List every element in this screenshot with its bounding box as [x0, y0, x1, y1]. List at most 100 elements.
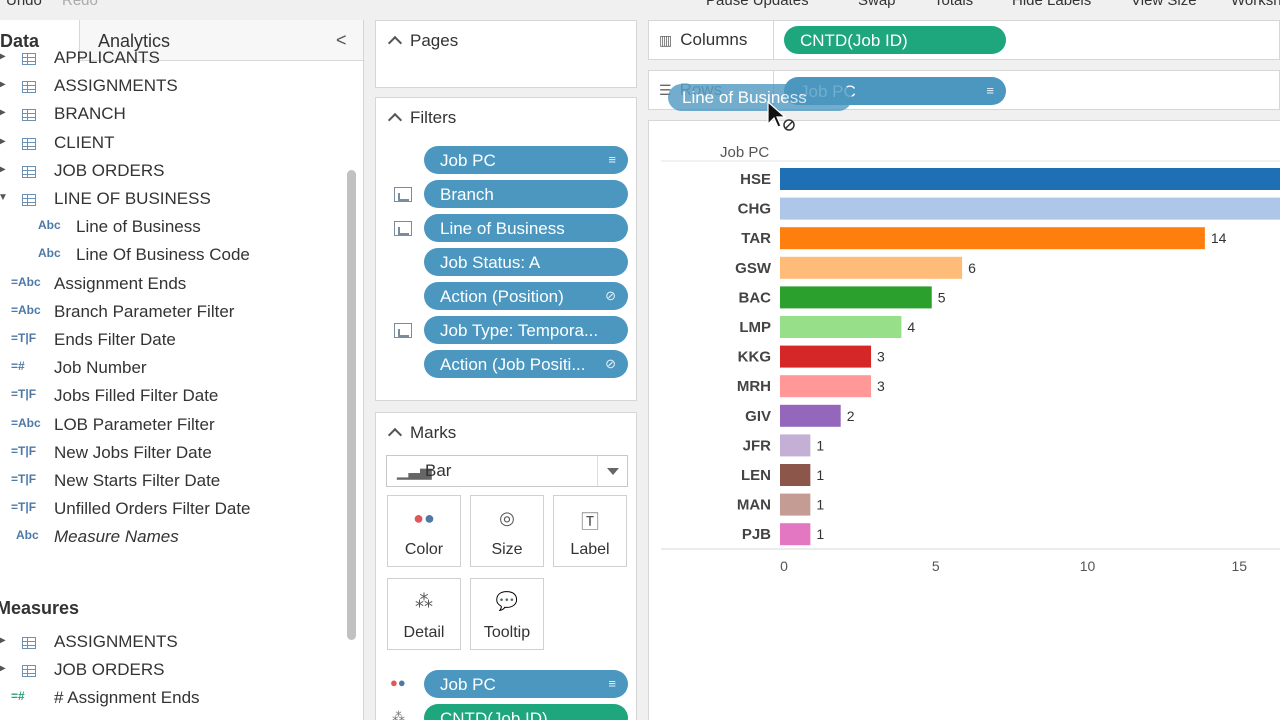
bar-pjb: [780, 523, 811, 546]
data-label: 3: [877, 349, 885, 365]
context-filter-icon: [394, 323, 412, 338]
color-button[interactable]: ●● Color: [387, 495, 461, 567]
collapsed-arrow-icon[interactable]: ▶: [0, 79, 6, 90]
bar-tar: [780, 227, 1205, 250]
collapsed-arrow-icon[interactable]: ▶: [0, 107, 6, 118]
field-row[interactable]: ▶ ASSIGNMENTS: [0, 629, 342, 655]
field-row[interactable]: Abc Measure Names: [0, 524, 342, 550]
field-label: New Jobs Filter Date: [54, 442, 212, 462]
marks-pill-job-pc[interactable]: Job PC ≡: [424, 670, 628, 698]
size-button[interactable]: ◎ Size: [470, 495, 544, 567]
pages-title[interactable]: Pages: [387, 31, 458, 51]
collapsed-arrow-icon[interactable]: ▶: [0, 164, 6, 175]
field-label: JOB ORDERS: [54, 160, 165, 180]
field-row[interactable]: =# # Assignment Ends: [0, 685, 342, 711]
label-button[interactable]: 🅃 Label: [553, 495, 627, 567]
field-row[interactable]: ▶ JOB ORDERS: [0, 657, 342, 683]
field-row[interactable]: =T|F Jobs Filled Filter Date: [0, 383, 342, 409]
mark-type-dropdown[interactable]: ▁▃▅ Bar: [386, 455, 628, 487]
table-icon: [22, 665, 36, 678]
field-label: Ends Filter Date: [54, 330, 176, 349]
field-row[interactable]: ▶ CLIENT: [0, 130, 342, 156]
data-label: 1: [816, 467, 824, 483]
filter-pill-branch[interactable]: Branch: [424, 180, 628, 208]
collapsed-arrow-icon[interactable]: ▶: [0, 635, 6, 646]
filter-pill-action-job-position[interactable]: Action (Job Positi... ⊘: [424, 350, 628, 378]
field-row[interactable]: =Abc Branch Parameter Filter: [0, 299, 342, 325]
undo-button[interactable]: Undo: [6, 0, 42, 9]
field-row[interactable]: ▼ LINE OF BUSINESS: [0, 186, 342, 212]
swap-button[interactable]: Swap: [858, 0, 896, 9]
filter-pill-job-status[interactable]: Job Status: A: [424, 248, 628, 276]
filter-pill-job-pc[interactable]: Job PC ≡: [424, 146, 628, 174]
toolbar: Undo Redo Pause Updates Swap Totals Hide…: [0, 0, 1280, 12]
detail-encoding-icon: ⁂: [392, 709, 405, 720]
filters-title[interactable]: Filters: [387, 108, 456, 128]
columns-shelf[interactable]: ▥ Columns CNTD(Job ID): [648, 20, 1280, 60]
field-row[interactable]: =# Job Number: [0, 355, 342, 381]
field-label: Assignment Ends: [54, 273, 187, 293]
columns-pill-cntd-job-id[interactable]: CNTD(Job ID): [784, 26, 1006, 54]
worksheet-menu[interactable]: Worksh: [1231, 0, 1280, 9]
field-type-icon: =#: [11, 689, 25, 704]
pane-tabs: Data Analytics <: [0, 20, 363, 61]
measures-header: Measures: [0, 598, 80, 618]
collapse-pane-icon[interactable]: <: [336, 30, 347, 50]
category-label: GSW: [735, 260, 772, 277]
collapsed-arrow-icon[interactable]: ▶: [0, 136, 6, 147]
category-label: BAC: [739, 289, 772, 306]
field-label: Line Of Business Code: [76, 245, 250, 265]
x-tick-label: 5: [932, 558, 940, 574]
marks-label: Marks: [410, 423, 457, 442]
color-encoding-icon: ●●: [390, 675, 406, 690]
field-label: LOB Parameter Filter: [54, 414, 215, 434]
dropdown-arrow-icon[interactable]: [597, 456, 627, 486]
field-row[interactable]: =Abc Assignment Ends: [0, 271, 342, 297]
tab-analytics[interactable]: Analytics: [98, 31, 171, 51]
field-row[interactable]: ▶ ASSIGNMENTS: [0, 73, 342, 99]
scrollbar[interactable]: [347, 170, 356, 640]
expanded-arrow-icon[interactable]: ▼: [0, 192, 8, 203]
filter-pill-line-of-business[interactable]: Line of Business: [424, 214, 628, 242]
detail-button[interactable]: ⁂ Detail: [387, 578, 461, 650]
filter-pill-job-type[interactable]: Job Type: Tempora...: [424, 316, 628, 344]
marks-title[interactable]: Marks: [387, 423, 457, 443]
tab-data[interactable]: Data: [0, 20, 80, 61]
field-label: CLIENT: [54, 132, 115, 152]
bar-gsw: [780, 256, 963, 279]
field-row[interactable]: =T|F Ends Filter Date: [0, 327, 342, 353]
pause-updates-button[interactable]: Pause Updates: [706, 0, 809, 9]
field-label: Job Number: [54, 358, 147, 378]
table-icon: [22, 165, 36, 178]
collapse-chevron-icon: [387, 35, 403, 51]
tooltip-button[interactable]: 💬 Tooltip: [470, 578, 544, 650]
field-row[interactable]: =T|F New Starts Filter Date: [0, 468, 342, 494]
field-row[interactable]: ▶ BRANCH: [0, 101, 342, 127]
view-size-button[interactable]: View Size: [1131, 0, 1197, 9]
context-filter-icon: [394, 221, 412, 236]
field-label: Line of Business: [76, 217, 201, 237]
field-row[interactable]: Abc Line of Business: [0, 214, 342, 240]
collapsed-arrow-icon[interactable]: ▶: [0, 663, 6, 674]
tooltip-icon: 💬: [495, 591, 519, 611]
bar-chart: Job PCHSECHG30TAR14GSW6BAC5LMP4KKG3MRH3G…: [661, 144, 1280, 574]
field-row[interactable]: =T|F Unfilled Orders Filter Date: [0, 496, 342, 522]
field-row[interactable]: Abc Line Of Business Code: [0, 242, 342, 268]
view-area: Job PCHSECHG30TAR14GSW6BAC5LMP4KKG3MRH3G…: [648, 120, 1280, 720]
filter-pill-action-position[interactable]: Action (Position) ⊘: [424, 282, 628, 310]
field-row[interactable]: =Abc LOB Parameter Filter: [0, 412, 342, 438]
totals-button[interactable]: Totals: [934, 0, 974, 9]
dragging-pill-line-of-business[interactable]: Line of Business: [668, 84, 852, 111]
table-icon: [22, 637, 36, 649]
row-header-label: Job PC: [720, 144, 769, 161]
redo-button[interactable]: Redo: [62, 0, 98, 9]
category-label: HSE: [740, 171, 771, 188]
field-row[interactable]: =T|F New Jobs Filter Date: [0, 440, 342, 466]
hide-labels-button[interactable]: Hide Labels: [1012, 0, 1092, 9]
collapsed-arrow-icon[interactable]: ▶: [0, 51, 6, 62]
field-label: APPLICANTS: [54, 48, 160, 67]
marks-pill-cntd-job-id[interactable]: CNTD(Job ID): [424, 704, 628, 720]
field-type-icon: =#: [11, 359, 25, 374]
field-row[interactable]: ▶ APPLICANTS: [0, 45, 342, 71]
field-row[interactable]: ▶ JOB ORDERS: [0, 158, 342, 184]
